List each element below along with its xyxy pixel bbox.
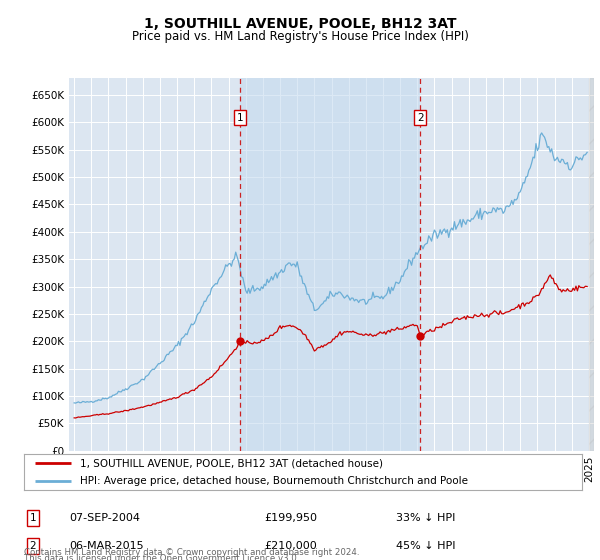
Text: Price paid vs. HM Land Registry's House Price Index (HPI): Price paid vs. HM Land Registry's House … (131, 30, 469, 44)
Text: 1: 1 (29, 513, 37, 523)
Text: 06-MAR-2015: 06-MAR-2015 (69, 541, 143, 551)
Text: Contains HM Land Registry data © Crown copyright and database right 2024.: Contains HM Land Registry data © Crown c… (24, 548, 359, 557)
Text: 33% ↓ HPI: 33% ↓ HPI (396, 513, 455, 523)
Text: 1, SOUTHILL AVENUE, POOLE, BH12 3AT (detached house): 1, SOUTHILL AVENUE, POOLE, BH12 3AT (det… (80, 459, 383, 468)
Text: 1, SOUTHILL AVENUE, POOLE, BH12 3AT: 1, SOUTHILL AVENUE, POOLE, BH12 3AT (144, 17, 456, 31)
Text: £210,000: £210,000 (264, 541, 317, 551)
Text: 07-SEP-2004: 07-SEP-2004 (69, 513, 140, 523)
Text: 2: 2 (417, 113, 424, 123)
Bar (241, 78, 420, 451)
Text: £199,950: £199,950 (264, 513, 317, 523)
Text: This data is licensed under the Open Government Licence v3.0.: This data is licensed under the Open Gov… (24, 554, 299, 560)
Text: 45% ↓ HPI: 45% ↓ HPI (396, 541, 455, 551)
Text: HPI: Average price, detached house, Bournemouth Christchurch and Poole: HPI: Average price, detached house, Bour… (80, 476, 468, 486)
Text: 1: 1 (237, 113, 244, 123)
Text: 2: 2 (29, 541, 37, 551)
